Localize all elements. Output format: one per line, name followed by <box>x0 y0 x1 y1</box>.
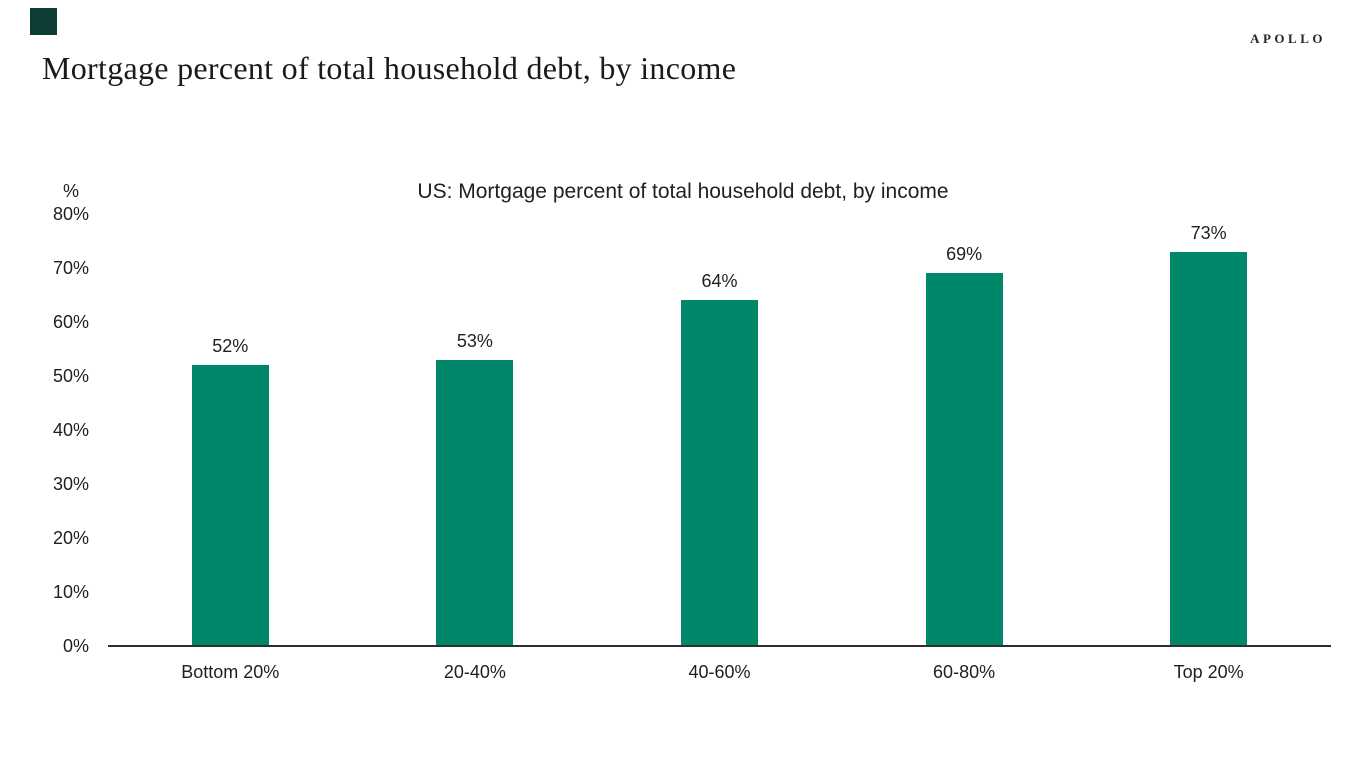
x-axis-label: Top 20% <box>1173 662 1244 682</box>
y-tick-label: 30% <box>52 474 89 494</box>
bar-column: 73% <box>1086 200 1331 646</box>
bar <box>191 365 269 646</box>
x-axis-label: 20-40% <box>443 662 506 682</box>
brand-corner-square <box>30 8 57 35</box>
y-tick-label: 10% <box>52 582 89 602</box>
bar-column: 69% <box>842 200 1087 646</box>
y-tick-label: 40% <box>52 420 89 440</box>
y-tick-label: 0% <box>62 636 89 656</box>
y-axis-unit-label: % <box>62 181 79 201</box>
bar <box>925 273 1003 646</box>
bar-column: 53% <box>353 200 598 646</box>
y-tick-label: 80% <box>52 204 89 224</box>
bar <box>1170 251 1248 646</box>
bar-column: 64% <box>597 200 842 646</box>
bar-value-label: 52% <box>212 336 249 357</box>
y-tick-label: 60% <box>52 312 89 332</box>
bar-value-label: 73% <box>1190 222 1227 243</box>
bar-value-label: 53% <box>456 330 493 351</box>
x-axis-line <box>108 645 1331 647</box>
x-axis-label: 40-60% <box>688 662 751 682</box>
bar <box>436 359 514 646</box>
plot-area: 52% 53% 64% 69% 73% <box>108 200 1331 646</box>
y-tick-label: 20% <box>52 528 89 548</box>
bar-value-label: 69% <box>946 244 983 265</box>
apollo-logo: APOLLO <box>1250 31 1326 46</box>
y-tick-label: 50% <box>52 366 89 386</box>
x-axis-labels: Bottom 20% 20-40% 40-60% 60-80% Top 20% <box>108 661 1331 683</box>
x-axis-label: 60-80% <box>933 662 996 682</box>
bar-column: 52% <box>108 200 353 646</box>
y-tick-label: 70% <box>52 258 89 278</box>
bar <box>680 300 758 646</box>
x-axis-label: Bottom 20% <box>181 662 280 682</box>
chart-title: US: Mortgage percent of total household … <box>417 180 949 203</box>
bar-value-label: 64% <box>701 271 738 292</box>
y-axis: 0% 10% 20% 30% 40% 50% 60% 70% 80% <box>0 0 89 768</box>
page-title: Mortgage percent of total household debt… <box>42 50 737 86</box>
